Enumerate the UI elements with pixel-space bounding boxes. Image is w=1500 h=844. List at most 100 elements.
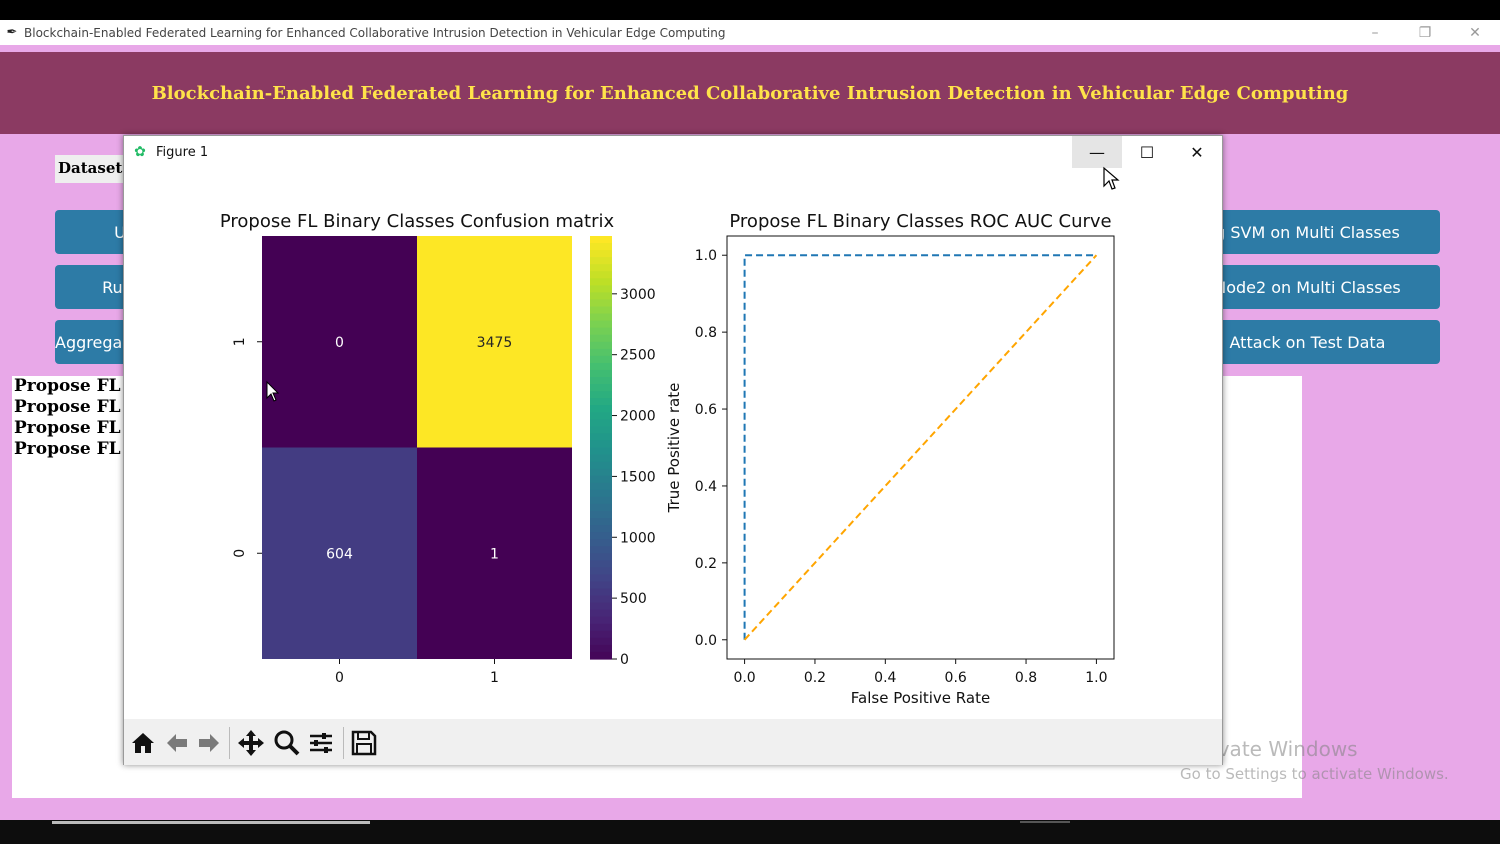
colorbar-segment: [590, 567, 612, 575]
colorbar-segment: [590, 405, 612, 413]
colorbar-tick-label: 1500: [620, 469, 656, 485]
progress-indicator: [52, 821, 370, 824]
back-icon: [167, 734, 187, 752]
colorbar-segment: [590, 532, 612, 540]
colorbar-segment: [590, 553, 612, 561]
back-button[interactable]: [161, 727, 193, 759]
minimize-button[interactable]: –: [1371, 24, 1379, 41]
colorbar-segment: [590, 243, 612, 251]
colorbar-segment: [590, 377, 612, 385]
configure-subplots-button[interactable]: [305, 727, 337, 759]
save-icon: [351, 730, 377, 756]
colorbar-segment: [590, 637, 612, 646]
roc-y-tick-label: 0.4: [695, 479, 717, 495]
figure-window: ✿ Figure 1 — ☐ ✕ Propose FL Binary Class…: [123, 135, 1223, 765]
figure-minimize-button[interactable]: —: [1072, 136, 1122, 168]
colorbar-tick-label: 1000: [620, 530, 656, 546]
forward-button[interactable]: [193, 727, 225, 759]
colorbar-segment: [590, 278, 612, 286]
colorbar-segment: [590, 348, 612, 357]
app-header: Blockchain-Enabled Federated Learning fo…: [0, 52, 1500, 134]
colorbar-segment: [590, 292, 612, 301]
heatmap-title: Propose FL Binary Classes Confusion matr…: [220, 211, 615, 232]
colorbar-segment: [590, 285, 612, 293]
colorbar-segment: [590, 510, 612, 519]
heatmap-cell: [417, 236, 572, 448]
x-tick-label: 1: [490, 670, 499, 686]
roc-x-tick-label: 0.0: [733, 670, 755, 686]
colorbar-segment: [590, 489, 612, 498]
figure-toolbar: [124, 719, 1222, 765]
roc-y-tick-label: 0.2: [695, 556, 717, 572]
colorbar-segment: [590, 250, 612, 258]
colorbar-tick-label: 500: [620, 591, 647, 607]
colorbar-segment: [590, 419, 612, 427]
colorbar-segment: [590, 644, 612, 653]
zoom-button[interactable]: [271, 727, 303, 759]
close-button[interactable]: ✕: [1469, 24, 1481, 41]
colorbar-segment: [590, 236, 612, 244]
colorbar-segment: [590, 503, 612, 512]
zoom-icon: [274, 730, 300, 756]
restore-button[interactable]: ❐: [1418, 24, 1432, 41]
colorbar-segment: [590, 271, 612, 279]
colorbar-segment: [590, 475, 612, 484]
colorbar-segment: [590, 412, 612, 420]
colorbar-segment: [590, 609, 612, 618]
roc-x-tick-label: 0.8: [1015, 670, 1037, 686]
roc-y-tick-label: 0.6: [695, 402, 717, 418]
colorbar-segment: [590, 616, 612, 625]
heatmap-cell-label: 604: [326, 546, 353, 562]
save-button[interactable]: [348, 727, 380, 759]
colorbar-segment: [590, 518, 612, 526]
home-button[interactable]: [127, 727, 159, 759]
progress-indicator: [1020, 821, 1070, 823]
colorbar-segment: [590, 440, 612, 449]
heatmap-cell: [262, 236, 417, 448]
output-line: Propose FL E: [14, 376, 140, 396]
roc-title: Propose FL Binary Classes ROC AUC Curve: [729, 211, 1111, 232]
colorbar-segment: [590, 398, 612, 406]
matplotlib-logo-icon: ✿: [134, 144, 146, 160]
colorbar-segment: [590, 454, 612, 463]
colorbar-segment: [590, 595, 612, 604]
roc-y-tick-label: 0.8: [695, 325, 717, 341]
figure-maximize-button[interactable]: ☐: [1139, 142, 1155, 162]
y-tick-label: 0: [232, 549, 248, 558]
heatmap-cell-label: 1: [490, 546, 499, 562]
output-line: Propose FL E: [14, 439, 140, 459]
colorbar-segment: [590, 546, 612, 554]
configure-subplots-icon: [310, 733, 332, 753]
colorbar-segment: [590, 327, 612, 336]
colorbar-segment: [590, 306, 612, 315]
colorbar-tick-label: 0: [620, 652, 629, 668]
roc-y-tick-label: 1.0: [695, 248, 717, 264]
colorbar-segment: [590, 257, 612, 265]
app-window-title: Blockchain-Enabled Federated Learning fo…: [24, 25, 726, 40]
colorbar-segment: [590, 391, 612, 399]
colorbar-segment: [590, 468, 612, 477]
colorbar-segment: [590, 574, 612, 583]
colorbar-segment: [590, 496, 612, 505]
heatmap-cell: [417, 447, 572, 659]
colorbar-segment: [590, 461, 612, 470]
output-line: Propose FL E: [14, 418, 140, 438]
colorbar-segment: [590, 560, 612, 568]
colorbar-segment: [590, 334, 612, 343]
colorbar-segment: [590, 482, 612, 491]
roc-y-tick-label: 0.0: [695, 633, 717, 649]
forward-icon: [199, 734, 219, 752]
figure-close-button[interactable]: ✕: [1190, 142, 1204, 162]
pan-button[interactable]: [235, 727, 267, 759]
colorbar-segment: [590, 313, 612, 322]
figure-canvas: Propose FL Binary Classes Confusion matr…: [220, 211, 1115, 707]
colorbar-segment: [590, 623, 612, 632]
mouse-cursor-icon: [266, 380, 280, 402]
heatmap-cell: [262, 447, 417, 659]
toolbar-separator: [343, 727, 344, 759]
colorbar-tick-label: 3000: [620, 287, 656, 303]
colorbar-segment: [590, 539, 612, 547]
colorbar-segment: [590, 341, 612, 350]
colorbar-segment: [590, 355, 612, 364]
colorbar-segment: [590, 433, 612, 442]
